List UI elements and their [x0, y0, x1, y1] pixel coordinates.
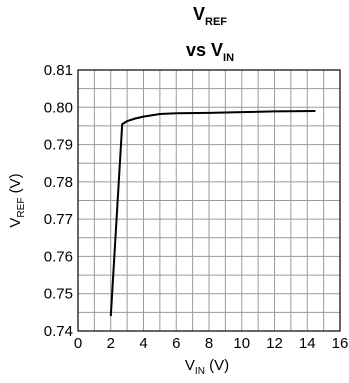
y-tick-label: 0.79 — [44, 137, 73, 154]
x-tick-label: 4 — [139, 335, 147, 352]
y-tick-label: 0.75 — [44, 286, 73, 303]
chart-title-line2: vs VIN — [80, 40, 340, 64]
y-tick-label: 0.77 — [44, 211, 73, 228]
title2-sub: IN — [223, 52, 235, 64]
x-tick-label: 10 — [233, 335, 250, 352]
title-sub: REF — [205, 16, 227, 28]
chart-title-line1: VREF — [80, 4, 340, 28]
x-axis-label: VIN (V) — [185, 357, 229, 377]
x-tick-label: 8 — [205, 335, 213, 352]
x-tick-label: 12 — [266, 335, 283, 352]
series-line — [109, 110, 316, 317]
plot-frame — [77, 69, 341, 332]
y-tick-label: 0.76 — [44, 248, 73, 265]
x-tick-label: 14 — [299, 335, 316, 352]
y-tick-label: 0.81 — [44, 62, 73, 79]
y-tick-label: 0.80 — [44, 99, 73, 116]
x-tick-label: 2 — [107, 335, 115, 352]
x-tick-label: 6 — [172, 335, 180, 352]
y-tick-label: 0.74 — [44, 323, 73, 340]
x-tick-label: 16 — [332, 335, 349, 352]
title-main: V — [192, 4, 205, 24]
y-tick-label: 0.78 — [44, 174, 73, 191]
title2-main: vs V — [185, 40, 224, 60]
x-tick-label: 0 — [74, 335, 82, 352]
y-axis-label: VREF (V) — [7, 173, 27, 227]
